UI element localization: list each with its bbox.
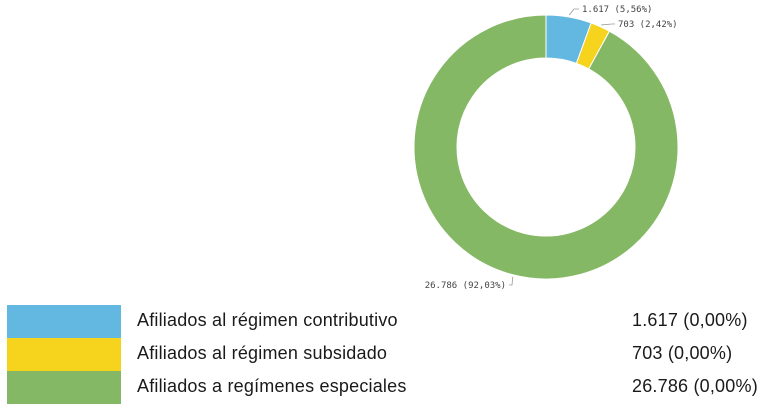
donut-slices xyxy=(413,14,679,280)
legend-item-especiales: Afiliados a regímenes especiales 26.786 … xyxy=(7,371,775,404)
leader-line xyxy=(568,8,579,16)
legend: Afiliados al régimen contributivo 1.617 … xyxy=(7,305,775,404)
slice-labels: 1.617 (5,56%) 703 (2,42%) 26.786 (92,03%) xyxy=(425,5,678,291)
legend-value: 703 (0,00%) xyxy=(632,343,733,363)
donut-chart: 1.617 (5,56%) 703 (2,42%) 26.786 (92,03%) xyxy=(413,5,679,291)
slice-label-especiales: 26.786 (92,03%) xyxy=(425,281,506,291)
legend-value: 1.617 (0,00%) xyxy=(632,310,748,330)
legend-item-subsidado: Afiliados al régimen subsidado 703 (0,00… xyxy=(7,338,775,371)
slice-label-contributivo: 1.617 (5,56%) xyxy=(582,5,652,15)
legend-label: Afiliados al régimen contributivo xyxy=(137,310,398,330)
legend-item-contributivo: Afiliados al régimen contributivo 1.617 … xyxy=(7,305,775,338)
legend-swatch xyxy=(7,371,121,404)
slice-especiales xyxy=(413,14,679,280)
slice-label-subsidado: 703 (2,42%) xyxy=(618,20,678,30)
legend-label: Afiliados al régimen subsidado xyxy=(137,343,388,363)
legend-swatch xyxy=(7,338,121,371)
legend-value: 26.786 (0,00%) xyxy=(632,376,758,396)
legend-label: Afiliados a regímenes especiales xyxy=(137,376,407,396)
legend-swatch xyxy=(7,305,121,338)
leader-line xyxy=(601,23,615,26)
leader-line xyxy=(509,276,514,286)
